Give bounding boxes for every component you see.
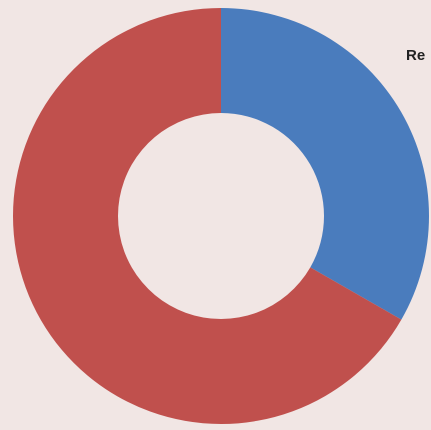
chart-annotation: Re	[406, 47, 425, 64]
donut-slice-1	[221, 8, 429, 320]
